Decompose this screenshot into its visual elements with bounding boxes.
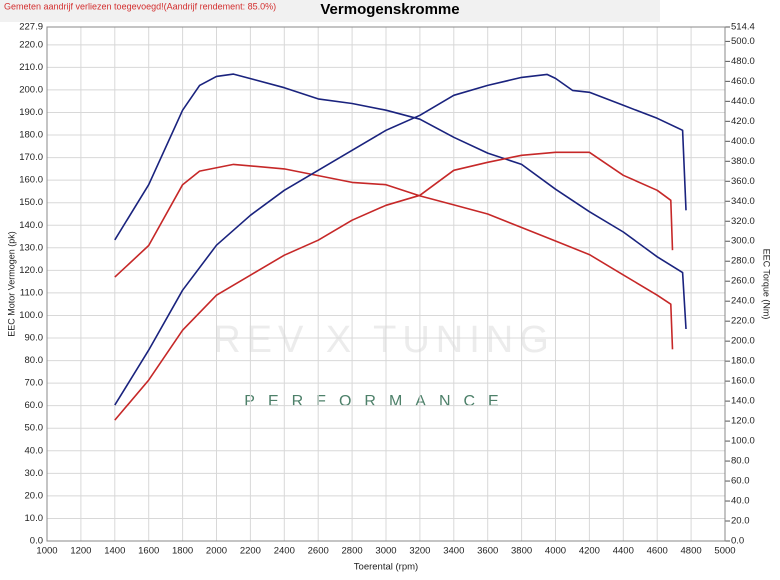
y2-tick-label: 460.0 bbox=[731, 76, 755, 87]
y2-tick-label: 40.0 bbox=[731, 496, 750, 507]
y2-tick-label: 120.0 bbox=[731, 416, 755, 427]
y2-tick-label: 400.0 bbox=[731, 136, 755, 147]
y-tick-label: 227.9 bbox=[19, 22, 43, 33]
x-tick-label: 4200 bbox=[579, 546, 600, 557]
y2-tick-label: 260.0 bbox=[731, 276, 755, 287]
y-axis-label: EEC Motor Vermogen (pk) bbox=[6, 231, 16, 337]
y-tick-label: 0.0 bbox=[30, 536, 43, 547]
y2-tick-label: 220.0 bbox=[731, 316, 755, 327]
x-tick-label: 2400 bbox=[274, 546, 295, 557]
y2-tick-label: 180.0 bbox=[731, 356, 755, 367]
y2-tick-label: 60.0 bbox=[731, 476, 750, 487]
y2-tick-label: 80.0 bbox=[731, 456, 750, 467]
x-tick-label: 5000 bbox=[714, 546, 735, 557]
x-tick-label: 3200 bbox=[409, 546, 430, 557]
x-tick-label: 4000 bbox=[545, 546, 566, 557]
y-tick-label: 200.0 bbox=[19, 84, 43, 95]
y-tick-label: 170.0 bbox=[19, 152, 43, 163]
y2-axis-label: EEC Torque (Nm) bbox=[762, 249, 772, 320]
x-tick-label: 2200 bbox=[240, 546, 261, 557]
y2-tick-label: 320.0 bbox=[731, 216, 755, 227]
y-tick-label: 180.0 bbox=[19, 130, 43, 141]
y-tick-label: 60.0 bbox=[25, 400, 44, 411]
y2-tick-label: 380.0 bbox=[731, 156, 755, 167]
y-tick-label: 220.0 bbox=[19, 39, 43, 50]
x-tick-label: 1200 bbox=[70, 546, 91, 557]
y-tick-label: 100.0 bbox=[19, 310, 43, 321]
watermark-brand: REV X TUNING bbox=[213, 319, 555, 361]
series-line bbox=[114, 73, 687, 330]
y-tick-label: 140.0 bbox=[19, 220, 43, 231]
y2-tick-label: 140.0 bbox=[731, 396, 755, 407]
y2-tick-label: 240.0 bbox=[731, 296, 755, 307]
y-tick-label: 160.0 bbox=[19, 175, 43, 186]
y2-tick-label: 100.0 bbox=[731, 436, 755, 447]
y2-tick-label: 480.0 bbox=[731, 56, 755, 67]
x-tick-label: 3000 bbox=[375, 546, 396, 557]
y2-tick-label: 420.0 bbox=[731, 116, 755, 127]
y-tick-label: 70.0 bbox=[25, 378, 44, 389]
plot-frame bbox=[46, 26, 726, 542]
series-line bbox=[114, 151, 674, 421]
y-tick-label: 50.0 bbox=[25, 423, 44, 434]
y2-tick-label: 160.0 bbox=[731, 376, 755, 387]
y-tick-label: 210.0 bbox=[19, 62, 43, 73]
x-tick-label: 1000 bbox=[36, 546, 57, 557]
y2-tick-label: 280.0 bbox=[731, 256, 755, 267]
y2-tick-label: 20.0 bbox=[731, 516, 750, 527]
y2-tick-label: 500.0 bbox=[731, 36, 755, 47]
y-tick-label: 110.0 bbox=[20, 287, 43, 298]
x-tick-label: 3400 bbox=[443, 546, 464, 557]
x-tick-label: 1400 bbox=[104, 546, 125, 557]
y-tick-label: 120.0 bbox=[19, 265, 43, 276]
series-line bbox=[114, 73, 687, 406]
y-tick-label: 130.0 bbox=[19, 242, 43, 253]
x-tick-label: 2800 bbox=[342, 546, 363, 557]
y2-tick-label: 0.0 bbox=[731, 536, 744, 547]
x-axis-label: Toerental (rpm) bbox=[354, 562, 418, 573]
y2-tick-label: 514.4 bbox=[731, 22, 755, 33]
y-tick-label: 30.0 bbox=[25, 468, 44, 479]
x-tick-label: 2000 bbox=[206, 546, 227, 557]
x-tick-label: 3800 bbox=[511, 546, 532, 557]
y2-tick-label: 200.0 bbox=[731, 336, 755, 347]
y2-tick-label: 340.0 bbox=[731, 196, 755, 207]
y-tick-label: 10.0 bbox=[25, 513, 44, 524]
y2-tick-label: 440.0 bbox=[731, 96, 755, 107]
x-tick-label: 4400 bbox=[613, 546, 634, 557]
y-tick-label: 20.0 bbox=[25, 490, 44, 501]
x-tick-label: 4800 bbox=[681, 546, 702, 557]
chart-subtitle: Gemeten aandrijf verliezen toegevoegd!(A… bbox=[4, 1, 276, 11]
y-tick-label: 80.0 bbox=[25, 355, 44, 366]
y2-tick-label: 300.0 bbox=[731, 236, 755, 247]
x-tick-label: 1800 bbox=[172, 546, 193, 557]
x-tick-label: 2600 bbox=[308, 546, 329, 557]
x-tick-label: 1600 bbox=[138, 546, 159, 557]
y-tick-label: 90.0 bbox=[25, 333, 44, 344]
y-tick-label: 40.0 bbox=[25, 445, 44, 456]
x-tick-label: 3600 bbox=[477, 546, 498, 557]
y-tick-label: 150.0 bbox=[19, 197, 43, 208]
x-tick-label: 4600 bbox=[647, 546, 668, 557]
y2-tick-label: 360.0 bbox=[731, 176, 755, 187]
y-tick-label: 190.0 bbox=[19, 107, 43, 118]
chart-title: Vermogenskromme bbox=[320, 1, 459, 18]
header-bar bbox=[0, 0, 660, 22]
